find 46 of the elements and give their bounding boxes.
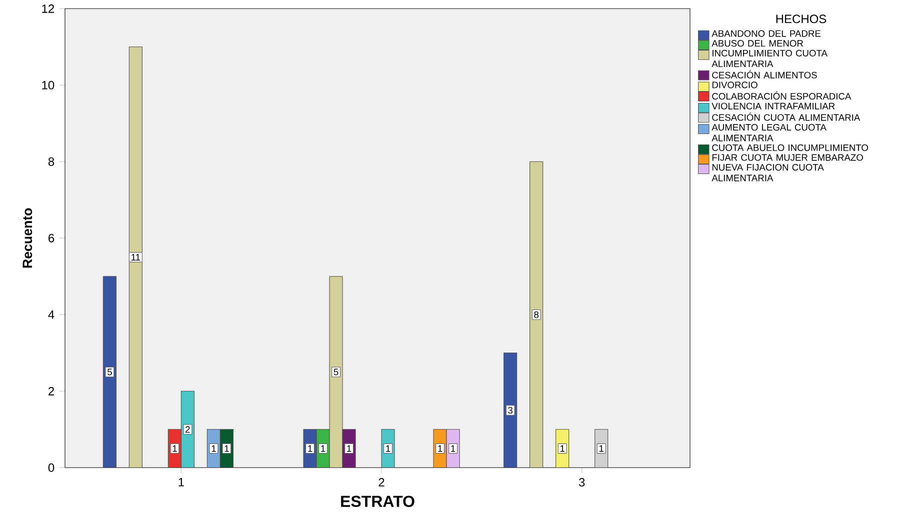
data-label: 2 [186, 426, 190, 433]
data-label: 5 [334, 368, 338, 376]
legend-label: VIOLENCIA INTRAFAMILIAR [712, 102, 835, 110]
legend-label: ABANDONO DEL PADRE [712, 30, 821, 38]
bar [128, 46, 142, 468]
data-label: 1 [599, 445, 604, 452]
x-tick-label: 3 [578, 478, 585, 487]
legend-label: INCUMPLIMIENTO CUOTA ALIMENTARIA [712, 50, 828, 68]
data-label: 1 [212, 445, 216, 452]
y-axis-title: Recuento [22, 208, 32, 268]
y-tick-label: 6 [48, 234, 54, 243]
legend-title: HECHOS [776, 14, 826, 24]
legend-label: FIJAR CUOTA MUJER EMBARAZO [712, 154, 863, 161]
x-tick-label: 1 [178, 478, 184, 486]
data-label: 1 [560, 445, 564, 452]
legend-label: NUEVA FIJACION CUOTA ALIMENTARIA [712, 164, 824, 182]
data-label: 1 [172, 445, 177, 452]
y-tick-label: 10 [42, 81, 54, 90]
data-label: 8 [534, 312, 539, 318]
data-label: 11 [132, 254, 140, 261]
legend-label: AUMENTO LEGAL CUOTA ALIMENTARIA [712, 124, 826, 142]
legend-label: CUOTA ABUELO INCUMPLIMIENTO [712, 144, 868, 152]
data-label: 1 [347, 445, 352, 452]
data-label: 1 [451, 445, 456, 452]
bar [102, 276, 116, 468]
x-tick-label: 2 [378, 478, 384, 487]
y-tick-label: 8 [48, 158, 54, 166]
data-label: 5 [107, 368, 112, 376]
y-tick-label: 0 [48, 464, 54, 472]
bar [530, 162, 544, 468]
y-tick-label: 2 [48, 387, 54, 396]
data-label: 1 [386, 445, 390, 452]
legend-label: CESACIÓN ALIMENTOS [712, 70, 817, 79]
data-label: 3 [508, 407, 513, 414]
bar [504, 352, 518, 468]
legend-label: ABUSO DEL MENOR [712, 40, 804, 47]
data-label: 1 [321, 445, 326, 452]
data-label: 1 [224, 445, 229, 452]
y-tick-label: 12 [42, 4, 54, 13]
y-tick-label: 4 [48, 310, 54, 319]
data-label: 1 [438, 445, 442, 452]
data-label: 1 [308, 445, 312, 452]
x-axis-title: ESTRATO [341, 496, 414, 508]
legend-label: CESACIÓN CUOTA ALIMENTARIA [712, 112, 860, 121]
legend-label: COLABORACIÓN ESPORADICA [712, 92, 852, 100]
legend-label: DIVORCIO [712, 82, 758, 88]
